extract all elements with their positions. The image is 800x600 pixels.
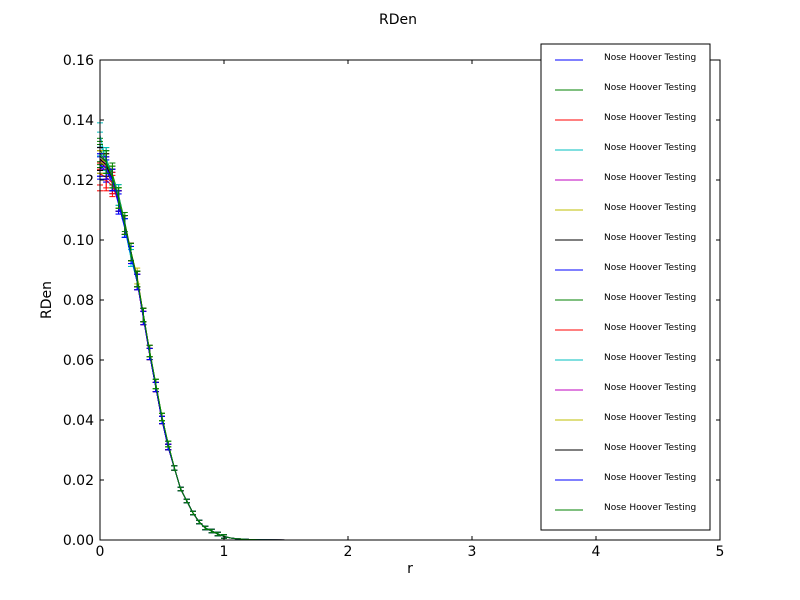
legend-label: Nose Hoover Testing <box>604 503 696 513</box>
legend-label: Nose Hoover Testing <box>604 113 696 123</box>
y-tick-label: 0.16 <box>63 53 94 69</box>
legend-label: Nose Hoover Testing <box>604 413 696 423</box>
x-tick-label: 0 <box>96 544 105 560</box>
legend-entry: Nose Hoover Testing <box>555 293 696 303</box>
legend-label: Nose Hoover Testing <box>604 353 696 363</box>
legend-entry: Nose Hoover Testing <box>555 263 696 273</box>
legend-entry: Nose Hoover Testing <box>555 413 696 423</box>
legend-label: Nose Hoover Testing <box>604 173 696 183</box>
legend-entry: Nose Hoover Testing <box>555 173 696 183</box>
legend-items: Nose Hoover Testing Nose Hoover Testing No… <box>555 53 696 513</box>
y-tick-label: 0.00 <box>63 533 94 549</box>
legend-entry: Nose Hoover Testing <box>555 53 696 63</box>
legend-label: Nose Hoover Testing <box>604 143 696 153</box>
legend-label: Nose Hoover Testing <box>604 443 696 453</box>
legend-entry: Nose Hoover Testing <box>555 113 696 123</box>
legend-label: Nose Hoover Testing <box>604 233 696 243</box>
legend-entry: Nose Hoover Testing <box>555 473 696 483</box>
x-tick-label: 2 <box>344 544 353 560</box>
y-tick-label: 0.14 <box>63 113 94 129</box>
legend-label: Nose Hoover Testing <box>604 263 696 273</box>
legend-entry: Nose Hoover Testing <box>555 323 696 333</box>
legend-label: Nose Hoover Testing <box>604 83 696 93</box>
legend-box <box>540 43 711 531</box>
legend-entry: Nose Hoover Testing <box>555 353 696 363</box>
y-tick-label: 0.10 <box>63 233 94 249</box>
chart-title: RDen <box>379 12 417 28</box>
legend-entry: Nose Hoover Testing <box>555 383 696 393</box>
legend-label: Nose Hoover Testing <box>604 53 696 63</box>
x-tick-label: 1 <box>220 544 229 560</box>
x-tick-label: 4 <box>592 544 601 560</box>
legend: Nose Hoover Testing Nose Hoover Testing No… <box>540 43 711 531</box>
legend-entry: Nose Hoover Testing <box>555 203 696 213</box>
x-axis-ticks: 0 1 2 3 4 5 <box>96 60 725 560</box>
y-axis-ticks: 0.00 0.02 0.04 0.06 0.08 0.10 0.12 0.14 0.16 <box>63 53 720 549</box>
legend-entry: Nose Hoover Testing <box>555 443 696 453</box>
y-tick-label: 0.02 <box>63 473 94 489</box>
legend-label: Nose Hoover Testing <box>604 323 696 333</box>
y-tick-label: 0.08 <box>63 293 94 309</box>
y-axis-label: RDen <box>39 281 55 319</box>
legend-entry: Nose Hoover Testing <box>555 503 696 513</box>
legend-entry: Nose Hoover Testing <box>555 83 696 93</box>
x-axis-label: r <box>407 561 413 577</box>
x-tick-label: 3 <box>468 544 477 560</box>
legend-label: Nose Hoover Testing <box>604 473 696 483</box>
y-tick-label: 0.12 <box>63 173 94 189</box>
y-tick-label: 0.04 <box>63 413 94 429</box>
x-tick-label: 5 <box>716 544 725 560</box>
legend-label: Nose Hoover Testing <box>604 383 696 393</box>
legend-label: Nose Hoover Testing <box>604 293 696 303</box>
legend-entry: Nose Hoover Testing <box>555 233 696 243</box>
legend-label: Nose Hoover Testing <box>604 203 696 213</box>
legend-entry: Nose Hoover Testing <box>555 143 696 153</box>
y-tick-label: 0.06 <box>63 353 94 369</box>
